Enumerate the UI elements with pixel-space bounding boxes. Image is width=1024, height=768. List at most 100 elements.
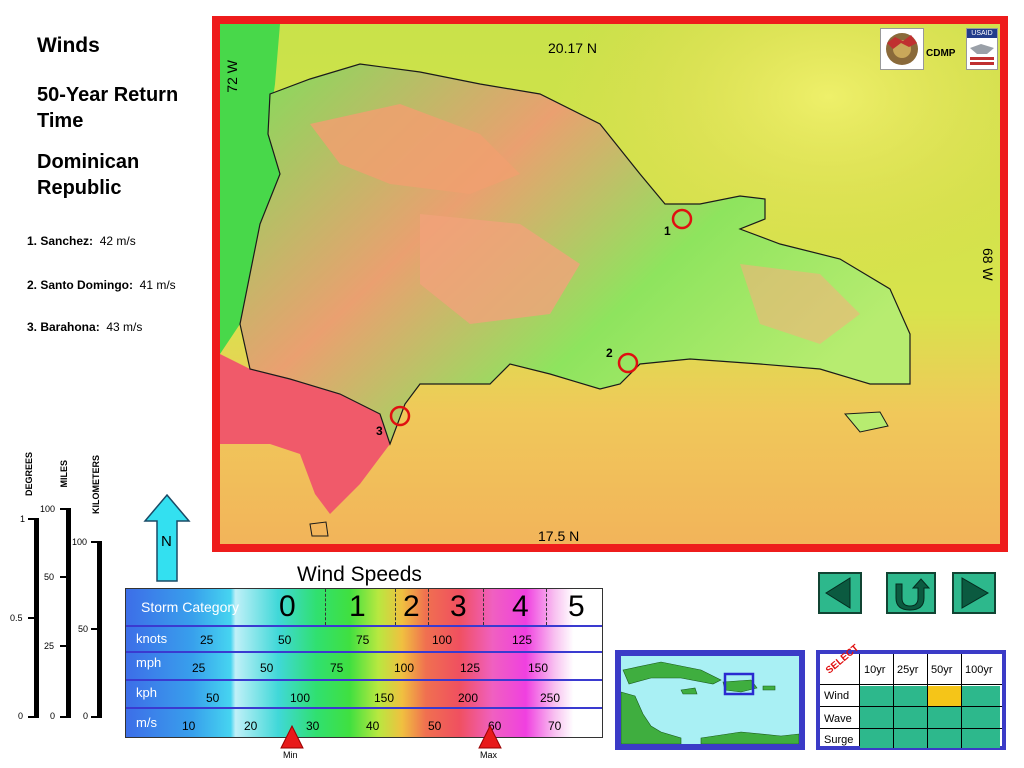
ms-tick: 50: [428, 719, 442, 733]
cdmp-logo-text: CDMP: [926, 48, 956, 59]
kph-tick: 150: [374, 691, 395, 705]
km-tick: [91, 628, 101, 630]
site-barahona: 3. Barahona: 43 m/s: [27, 320, 142, 334]
previous-button[interactable]: [818, 572, 862, 614]
miles-tick: [60, 576, 70, 578]
highland-central: [420, 214, 580, 324]
row-label-mph: mph: [136, 655, 162, 670]
row-label-knots: knots: [136, 631, 168, 646]
degrees-tick-label: 0.5: [10, 613, 23, 623]
inset-focus-box: [723, 672, 755, 696]
category-divider: [428, 589, 429, 625]
kph-tick: 100: [290, 691, 311, 705]
marker-1-sanchez[interactable]: [671, 208, 693, 230]
site-label: 3. Barahona:: [27, 320, 100, 334]
triangle-right-icon: [961, 577, 990, 609]
cell-wave-100yr[interactable]: [962, 707, 1000, 728]
marker-3-barahona[interactable]: [389, 405, 411, 427]
saona-island: [843, 411, 889, 433]
knots-tick: 25: [200, 633, 214, 647]
triangle-left-icon: [825, 577, 851, 609]
ms-tick: 10: [182, 719, 196, 733]
knots-tick: 125: [512, 633, 533, 647]
return-button[interactable]: [886, 572, 936, 614]
category-3: 3: [450, 590, 467, 623]
return-period-selector: SELECT 10yr 25yr 50yr 100yr Wind Wave Su…: [816, 643, 1006, 750]
marker-2-santo-domingo[interactable]: [617, 352, 639, 374]
beata-island: [309, 521, 329, 537]
max-marker-icon[interactable]: [478, 725, 502, 749]
legend-title: Wind Speeds: [297, 563, 422, 586]
degrees-tick: [28, 518, 38, 520]
km-tick-label: 100: [72, 537, 88, 547]
row-wave: Wave: [824, 713, 852, 725]
degrees-tick-label: 0: [18, 711, 24, 721]
cell-wind-50yr-selected[interactable]: [928, 686, 961, 706]
corner-cell: [820, 654, 860, 684]
cell-wind-10yr[interactable]: [860, 686, 893, 706]
miles-tick-label: 50: [44, 572, 55, 582]
cell-wind-100yr[interactable]: [962, 686, 1000, 706]
row-label-ms: m/s: [136, 715, 157, 730]
km-tick-label: 0: [83, 711, 89, 721]
site-value: 41 m/s: [139, 278, 176, 292]
column-10yr: 10yr: [864, 664, 886, 676]
row-surge: Surge: [824, 734, 854, 746]
cell-wave-10yr[interactable]: [860, 707, 893, 728]
miles-tick: [60, 716, 70, 718]
category-1: 1: [349, 590, 366, 623]
category-divider: [483, 589, 484, 625]
page-title: Winds: [37, 34, 100, 57]
degrees-tick-label: 1: [20, 514, 26, 524]
return-time-heading: 50-Year Return Time: [37, 84, 179, 132]
inset-central-america: [621, 691, 682, 744]
miles-scale-label: MILES: [59, 460, 69, 488]
inset-puerto-rico: [762, 685, 776, 691]
triangle-left-shape: [825, 577, 851, 609]
km-tick: [91, 716, 101, 718]
ms-tick: 40: [366, 719, 380, 733]
selector-grid: SELECT 10yr 25yr 50yr 100yr Wind Wave Su…: [820, 643, 1002, 748]
haiti-region: [220, 24, 280, 354]
max-label: Max: [480, 750, 498, 760]
miles-tick-label: 0: [50, 711, 56, 721]
inset-map-graphic: [621, 656, 799, 744]
wind-map[interactable]: 1 2 3 20.17 N 17.5 N 72 W 68 W CDMP USAI…: [212, 16, 1008, 552]
cell-surge-50yr[interactable]: [928, 729, 961, 746]
map-graphic: [220, 24, 1000, 544]
cell-surge-25yr[interactable]: [894, 729, 927, 746]
triangle-right-shape: [961, 577, 990, 609]
category-2: 2: [403, 590, 420, 623]
row-line: [126, 679, 602, 681]
usaid-logo: USAID: [966, 28, 998, 70]
ms-tick: 20: [244, 719, 258, 733]
column-25yr: 25yr: [897, 664, 919, 676]
cell-wave-50yr[interactable]: [928, 707, 961, 728]
oas-logo: [880, 28, 924, 70]
north-arrow-icon: [143, 493, 191, 582]
miles-tick-label: 25: [44, 641, 55, 651]
cell-wave-25yr[interactable]: [894, 707, 927, 728]
min-marker-shape: [280, 725, 304, 749]
category-0: 0: [279, 590, 296, 623]
category-divider: [325, 589, 326, 625]
mph-tick: 75: [330, 661, 344, 675]
kph-tick: 250: [540, 691, 561, 705]
row-line: [126, 651, 602, 653]
site-label: 2. Santo Domingo:: [27, 278, 133, 292]
next-button[interactable]: [952, 572, 996, 614]
cell-wind-25yr[interactable]: [894, 686, 927, 706]
site-label: 1. Sanchez:: [27, 234, 94, 248]
row-label-kph: kph: [136, 685, 157, 700]
min-marker-icon[interactable]: [280, 725, 304, 749]
north-label: N: [161, 533, 172, 550]
ms-tick: 70: [548, 719, 562, 733]
highland-north: [310, 104, 520, 194]
grid-line: [961, 686, 962, 748]
inset-locator-map[interactable]: [615, 650, 805, 750]
kph-tick: 50: [206, 691, 220, 705]
cell-surge-100yr[interactable]: [962, 729, 1000, 746]
grid-line: [859, 654, 860, 746]
row-line: [126, 625, 602, 627]
cell-surge-10yr[interactable]: [860, 729, 893, 746]
